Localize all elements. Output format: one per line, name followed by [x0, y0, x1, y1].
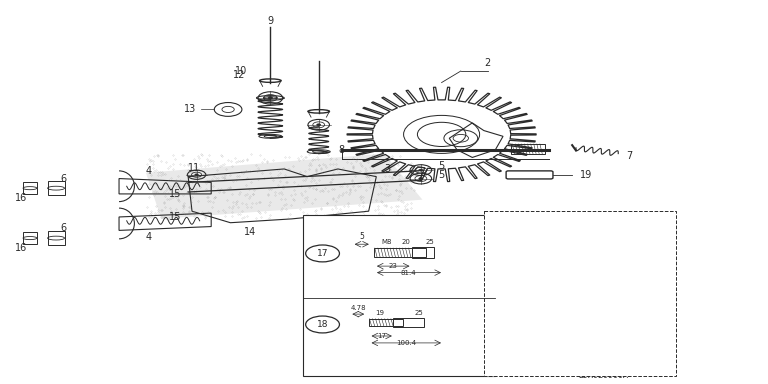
Text: 2: 2	[485, 58, 491, 68]
Text: 81.4: 81.4	[401, 270, 416, 276]
Bar	[393, 318, 424, 327]
Circle shape	[419, 169, 423, 171]
Text: 19: 19	[376, 310, 385, 316]
Text: 7: 7	[627, 151, 633, 161]
Circle shape	[195, 174, 198, 175]
Text: 17: 17	[317, 249, 328, 258]
Bar	[412, 247, 434, 258]
Text: 3: 3	[384, 164, 390, 174]
Text: 19: 19	[580, 170, 592, 180]
Bar	[582, 281, 605, 288]
Text: 23: 23	[389, 263, 398, 269]
Bar	[511, 144, 545, 154]
Polygon shape	[146, 154, 422, 219]
Text: 10: 10	[235, 66, 247, 76]
Bar	[23, 232, 37, 244]
Circle shape	[351, 321, 356, 324]
Bar	[484, 211, 676, 376]
Text: 17: 17	[377, 333, 386, 339]
Bar	[374, 248, 426, 257]
Text: 16: 16	[15, 243, 28, 253]
Text: 20: 20	[401, 239, 410, 245]
Text: 6: 6	[60, 174, 66, 184]
Text: 9: 9	[267, 16, 273, 26]
Text: 8: 8	[339, 145, 345, 155]
Text: 15: 15	[169, 212, 181, 222]
Circle shape	[268, 97, 273, 99]
Text: 13: 13	[184, 104, 196, 114]
Circle shape	[419, 177, 423, 180]
Text: M8: M8	[381, 239, 392, 245]
Text: 18: 18	[317, 320, 328, 329]
Text: 4.78: 4.78	[351, 305, 366, 311]
Text: 5: 5	[438, 161, 444, 171]
Text: 25: 25	[425, 239, 435, 245]
Text: 5: 5	[438, 170, 444, 180]
Text: 15: 15	[169, 189, 181, 199]
Text: 11: 11	[188, 163, 200, 173]
Bar	[48, 231, 65, 245]
Text: 5: 5	[359, 232, 364, 241]
Text: ZDX0E0900A: ZDX0E0900A	[578, 371, 628, 380]
Text: 4: 4	[145, 166, 151, 176]
Text: 25: 25	[414, 310, 423, 316]
Text: 12: 12	[233, 70, 246, 80]
Text: 6: 6	[60, 223, 66, 233]
Circle shape	[352, 251, 358, 254]
Text: 14: 14	[243, 227, 256, 237]
Text: 4: 4	[145, 232, 151, 242]
Text: 100.4: 100.4	[396, 340, 416, 346]
Bar	[303, 215, 495, 376]
Bar	[23, 182, 37, 194]
Text: 7: 7	[642, 212, 648, 222]
Text: 16: 16	[15, 193, 28, 203]
Bar	[369, 319, 403, 326]
Text: FR.: FR.	[564, 348, 584, 358]
Circle shape	[316, 124, 321, 126]
Bar	[48, 181, 65, 195]
